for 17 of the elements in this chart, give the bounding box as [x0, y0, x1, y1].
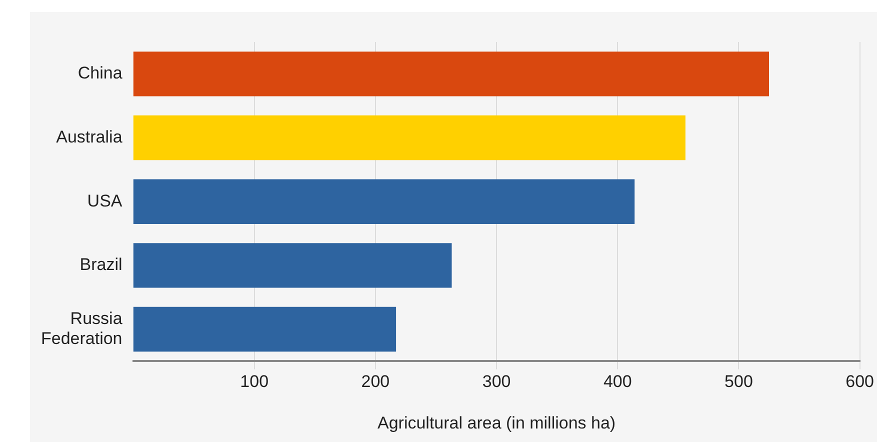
x-tick-label: 200 [361, 372, 390, 392]
y-tick-label: Russia Federation [40, 308, 123, 348]
x-axis-title: Agricultural area (in millions ha) [378, 413, 616, 432]
x-tick-label: 100 [240, 372, 269, 392]
x-tick-label: 500 [724, 372, 753, 392]
y-tick-label: Australia [56, 127, 123, 146]
x-tick-label: 300 [482, 372, 511, 392]
bar [133, 52, 769, 96]
x-tick-label: 600 [846, 372, 874, 392]
y-tick-label: Brazil [80, 255, 122, 274]
bar [133, 179, 635, 224]
x-tick-label: 400 [603, 372, 632, 392]
y-tick-label: China [78, 64, 123, 83]
y-tick-label: USA [87, 191, 123, 210]
bar [133, 306, 396, 352]
bar [133, 243, 452, 288]
bar [133, 115, 686, 160]
